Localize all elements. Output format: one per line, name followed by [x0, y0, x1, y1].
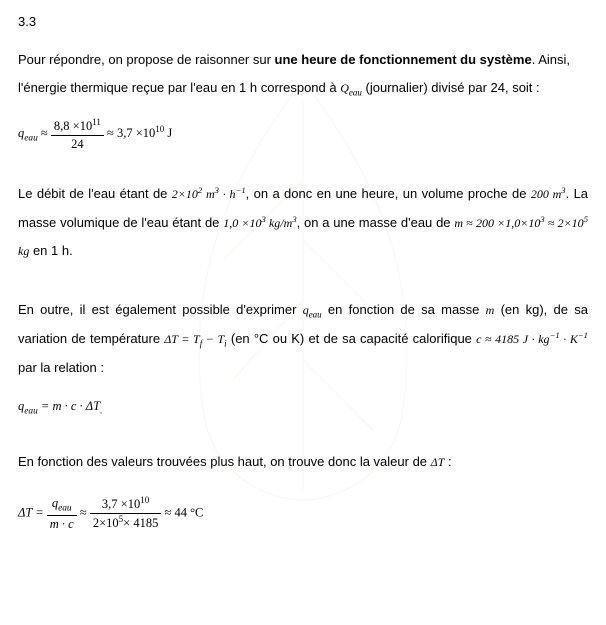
p2-math-3: 1,0 ×103 kg/m3 [223, 216, 296, 230]
p3-dt: ΔT = Tf − Ti [164, 332, 226, 346]
p3-text-d: (en °C ou K) et de sa capacité calorifiq… [227, 331, 476, 346]
p4-dt: ΔT [431, 455, 445, 469]
p2-math-2: 200 m3 [531, 187, 566, 201]
p3-var: qeau [303, 303, 322, 317]
p1-var: Qeau [340, 81, 362, 95]
paragraph-1: Pour répondre, on propose de raisonner s… [18, 46, 588, 104]
p2-text-b: , on a donc en une heure, un volume proc… [246, 186, 531, 201]
p3-text-b: en fonction de sa masse [322, 302, 486, 317]
paragraph-3: En outre, il est également possible d'ex… [18, 296, 588, 383]
p4-text-a: En fonction des valeurs trouvées plus ha… [18, 454, 431, 469]
p3-c: c ≈ 4185 J · kg−1 · K−1 [476, 332, 588, 346]
p4-text-b: : [444, 454, 451, 469]
p2-text-d: , on a une masse d'eau de [297, 215, 455, 230]
p3-text-e: par la relation : [18, 360, 104, 375]
paragraph-2: Le débit de l'eau étant de 2×102 m3 · h−… [18, 180, 588, 266]
p3-text-a: En outre, il est également possible d'ex… [18, 302, 303, 317]
p2-math-1: 2×102 m3 · h−1 [172, 187, 246, 201]
equation-1: qeau ≈ 8,8 ×101124 ≈ 3,7 ×1010 J [18, 117, 588, 152]
paragraph-4: En fonction des valeurs trouvées plus ha… [18, 448, 588, 477]
equation-3: ΔT = qeaum · c ≈ 3,7 ×10102×105× 4185 ≈ … [18, 495, 588, 532]
equation-2: qeau = m · c · ΔT. [18, 397, 588, 419]
section-number: 3.3 [18, 12, 588, 32]
p1-text-c: (journalier) divisé par 24, soit : [362, 80, 540, 95]
p1-text-a: Pour répondre, on propose de raisonner s… [18, 52, 275, 67]
p2-text-e: en 1 h. [29, 243, 72, 258]
p1-bold: une heure de fonctionnement du système [275, 52, 532, 67]
p2-text-a: Le débit de l'eau étant de [18, 186, 172, 201]
